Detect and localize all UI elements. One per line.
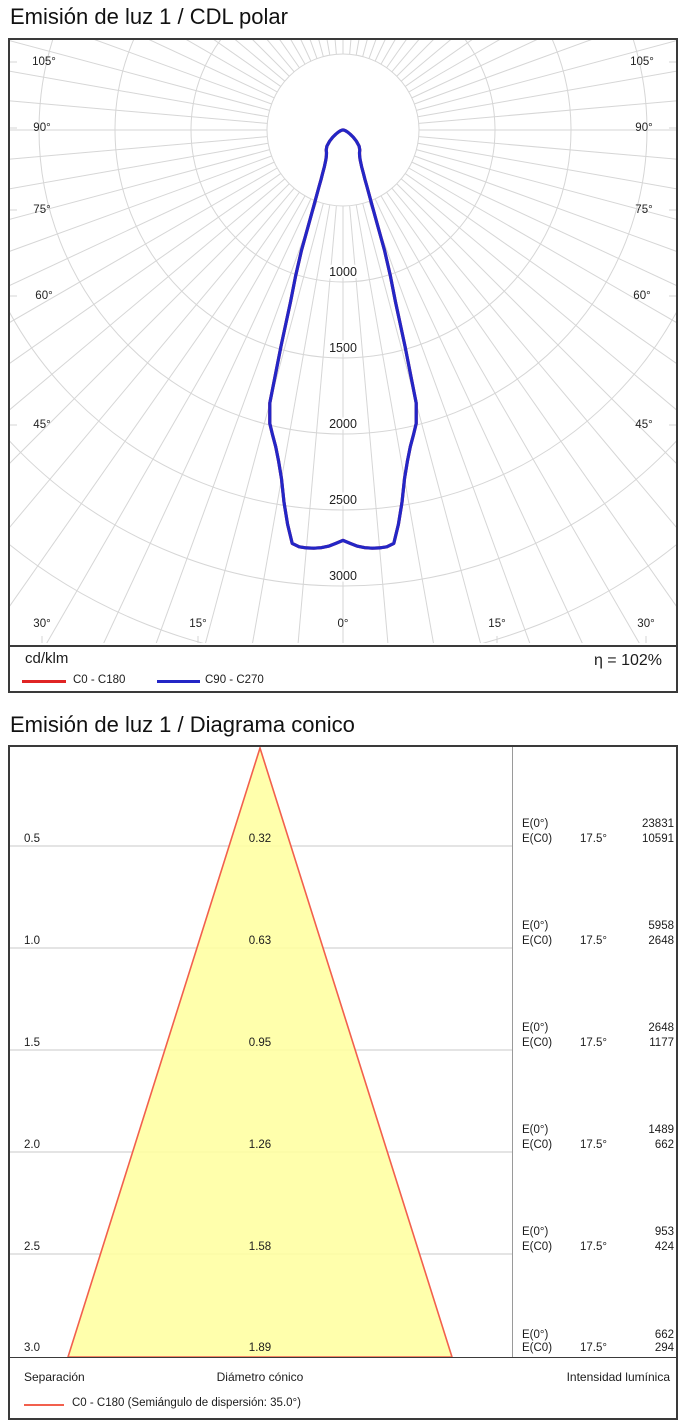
cone-legend-label: C0 - C180 (Semiángulo de dispersión: 35.… — [72, 1397, 301, 1409]
legend-swatch-c0 — [22, 680, 66, 683]
table-row-ec0: E(C0) 17.5° 1177 — [522, 1037, 674, 1049]
efficiency-label: η = 102% — [593, 652, 662, 669]
table-row-e0: E(0°) 2648 — [522, 1022, 674, 1034]
polar-panel: 105° 90° 75° 60° 45° 30° 15° 0° 15° 30° 45° 60° 75° 9… — [8, 38, 678, 693]
diameter-value: 0.32 — [248, 833, 272, 845]
polar-chart-canvas: 105° 90° 75° 60° 45° 30° 15° 0° 15° 30° 45° 60° 75° 9… — [10, 40, 676, 643]
cone-chart-canvas — [10, 747, 512, 1357]
footer-diameter-label: Diámetro cónico — [216, 1370, 304, 1384]
svg-text:105°: 105° — [630, 56, 654, 68]
table-row-e0: E(0°) 1489 — [522, 1124, 674, 1136]
footer-separation-label: Separación — [24, 1370, 85, 1384]
svg-text:0°: 0° — [338, 618, 349, 630]
table-row-ec0: E(C0) 17.5° 424 — [522, 1241, 674, 1253]
diameter-value: 0.63 — [248, 935, 272, 947]
column-divider — [512, 747, 513, 1357]
legend-swatch-c90 — [157, 680, 200, 683]
table-row-e0: E(0°) 5958 — [522, 920, 674, 932]
table-row-ec0: E(C0) 17.5° 294 — [522, 1342, 674, 1354]
diameter-value: 1.89 — [248, 1342, 272, 1354]
separation-value: 2.0 — [24, 1139, 40, 1151]
svg-text:30°: 30° — [637, 618, 654, 630]
diameter-value: 0.95 — [248, 1037, 272, 1049]
cone-legend-swatch — [24, 1404, 64, 1406]
svg-text:45°: 45° — [33, 419, 50, 431]
legend-label-c0: C0 - C180 — [73, 674, 126, 686]
svg-text:105°: 105° — [32, 56, 56, 68]
table-row-e0: E(0°) 23831 — [522, 818, 674, 830]
svg-text:1500: 1500 — [329, 341, 357, 355]
unit-label: cd/klm — [25, 650, 69, 667]
polar-title: Emisión de luz 1 / CDL polar — [10, 4, 288, 29]
svg-text:90°: 90° — [635, 122, 652, 134]
separation-value: 2.5 — [24, 1241, 40, 1253]
svg-text:15°: 15° — [189, 618, 206, 630]
svg-text:30°: 30° — [33, 618, 50, 630]
table-row-e0: E(0°) 953 — [522, 1226, 674, 1238]
separation-value: 0.5 — [24, 833, 40, 845]
svg-text:45°: 45° — [635, 419, 652, 431]
svg-text:2500: 2500 — [329, 493, 357, 507]
svg-text:3000: 3000 — [329, 569, 357, 583]
table-row-ec0: E(C0) 17.5° 662 — [522, 1139, 674, 1151]
table-row-ec0: E(C0) 17.5° 2648 — [522, 935, 674, 947]
svg-text:1000: 1000 — [329, 265, 357, 279]
separation-value: 1.5 — [24, 1037, 40, 1049]
table-row-ec0: E(C0) 17.5° 10591 — [522, 833, 674, 845]
polar-legend-bar: cd/klm η = 102% C0 - C180 C90 - C270 — [10, 645, 676, 691]
footer-intensity-label: Intensidad lumínica — [566, 1370, 670, 1384]
separation-value: 1.0 — [24, 935, 40, 947]
diameter-value: 1.26 — [248, 1139, 272, 1151]
svg-text:90°: 90° — [33, 122, 50, 134]
separation-value: 3.0 — [24, 1342, 40, 1354]
cone-panel: E(0°) 23831 0.5 0.32 E(C0) 17.5° 10591 E(0°… — [8, 745, 678, 1420]
svg-text:15°: 15° — [488, 618, 505, 630]
legend-label-c90: C90 - C270 — [205, 674, 264, 686]
footer-divider — [10, 1357, 676, 1358]
svg-text:75°: 75° — [635, 204, 652, 216]
svg-text:75°: 75° — [33, 204, 50, 216]
cone-title: Emisión de luz 1 / Diagrama conico — [10, 712, 355, 737]
svg-text:2000: 2000 — [329, 417, 357, 431]
svg-text:60°: 60° — [35, 290, 52, 302]
diameter-value: 1.58 — [248, 1241, 272, 1253]
svg-text:60°: 60° — [633, 290, 650, 302]
table-row-e0: E(0°) 662 — [522, 1329, 674, 1341]
